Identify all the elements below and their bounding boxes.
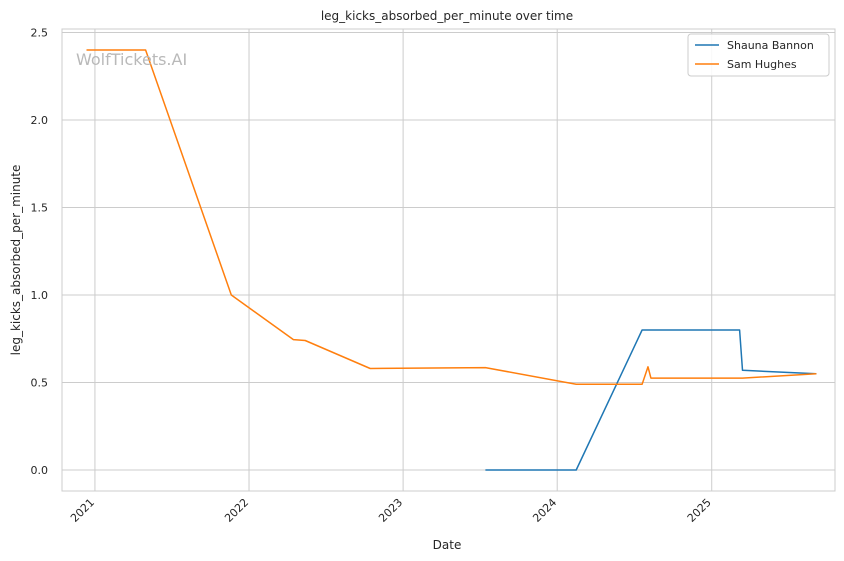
legend-label: Shauna Bannon — [727, 39, 814, 52]
watermark: WolfTickets.AI — [76, 50, 187, 69]
y-tick-label: 1.0 — [31, 289, 49, 302]
y-tick-label: 1.5 — [31, 202, 49, 215]
y-tick-label: 0.5 — [31, 377, 49, 390]
plot-area-frame — [61, 28, 836, 492]
series-line-sam-hughes — [86, 49, 817, 386]
series-lines — [86, 49, 817, 471]
legend-label: Sam Hughes — [727, 58, 797, 71]
chart-title: leg_kicks_absorbed_per_minute over time — [321, 9, 573, 23]
y-tick-label: 2.5 — [31, 27, 49, 40]
series-line-shauna-bannon — [485, 329, 817, 471]
legend: Shauna Bannon Sam Hughes — [687, 33, 830, 77]
legend-box — [687, 33, 830, 77]
y-tick-label: 0.0 — [31, 464, 49, 477]
grid — [62, 29, 835, 491]
y-tick-label: 2.0 — [31, 114, 49, 127]
y-axis-label: leg_kicks_absorbed_per_minute — [9, 165, 23, 356]
x-axis-label: Date — [433, 538, 462, 552]
